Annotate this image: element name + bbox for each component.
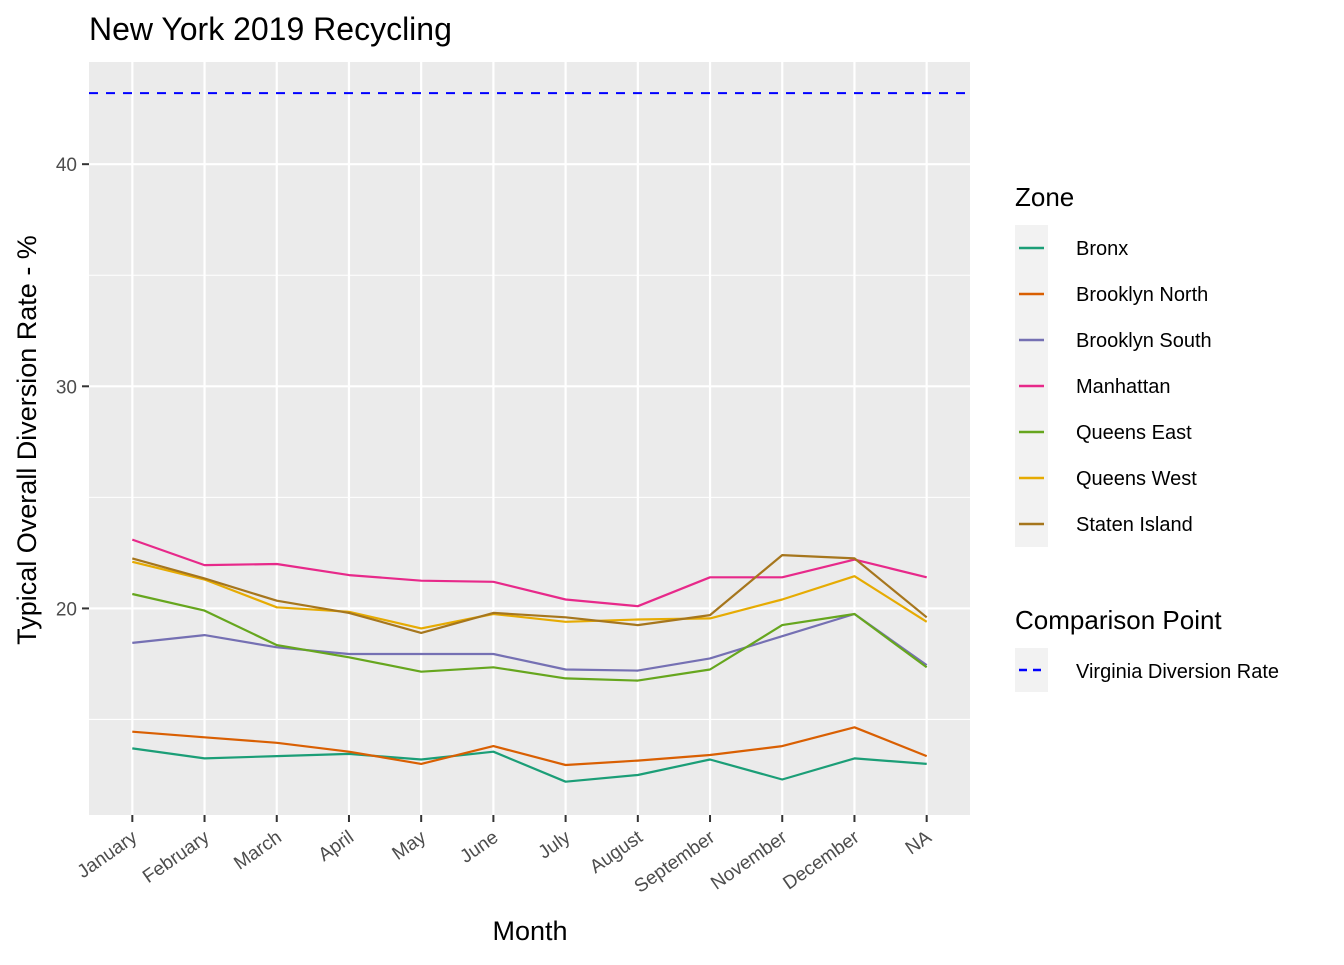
x-tick-label: July bbox=[535, 827, 575, 864]
y-tick-label: 20 bbox=[56, 599, 77, 620]
legend-title: Comparison Point bbox=[1015, 605, 1222, 635]
legend-label: Staten Island bbox=[1076, 514, 1193, 536]
x-tick-label: September bbox=[631, 827, 720, 898]
chart-title: New York 2019 Recycling bbox=[89, 11, 452, 47]
series-line-staten-island bbox=[132, 553, 928, 635]
plot-panel bbox=[89, 62, 970, 815]
series-line-brooklyn-north bbox=[132, 726, 928, 767]
legend-label: Queens East bbox=[1076, 422, 1192, 444]
x-tick-label: December bbox=[779, 827, 863, 895]
x-tick-label: May bbox=[389, 827, 431, 865]
x-tick-label: August bbox=[586, 826, 647, 878]
x-tick-label: March bbox=[230, 827, 285, 874]
legend-item: Staten Island bbox=[1019, 514, 1193, 536]
legend-label: Queens West bbox=[1076, 468, 1197, 490]
legend-label: Brooklyn South bbox=[1076, 330, 1212, 352]
legend-item: Brooklyn South bbox=[1019, 330, 1212, 352]
series-line-bronx bbox=[132, 747, 927, 783]
legend-label: Virginia Diversion Rate bbox=[1076, 661, 1279, 683]
legend-item: Queens West bbox=[1019, 468, 1197, 490]
series-line-manhattan bbox=[131, 538, 927, 608]
x-tick-label: April bbox=[315, 827, 358, 866]
series-line-queens-east bbox=[132, 592, 928, 682]
y-tick-label: 30 bbox=[56, 377, 77, 398]
legend-comparison: Comparison Point Virginia Diversion Rate bbox=[1015, 605, 1279, 692]
legend-label: Manhattan bbox=[1076, 376, 1171, 398]
legend-item: Bronx bbox=[1019, 238, 1128, 260]
x-tick-label: June bbox=[456, 827, 502, 868]
x-tick-label: January bbox=[74, 827, 142, 883]
x-axis-title: Month bbox=[492, 916, 567, 946]
x-tick-label: NA bbox=[902, 827, 936, 860]
legend-item: Queens East bbox=[1019, 422, 1192, 444]
x-tick-label: February bbox=[139, 827, 214, 888]
series-line-brooklyn-south bbox=[132, 612, 928, 672]
legend-item: Brooklyn North bbox=[1019, 284, 1208, 306]
legend-title: Zone bbox=[1015, 182, 1074, 212]
legend-zone: Zone Bronx Brooklyn North Brooklyn South Man… bbox=[1015, 182, 1212, 547]
legend-label: Brooklyn North bbox=[1076, 284, 1208, 306]
y-axis-title: Typical Overall Diversion Rate - % bbox=[12, 235, 42, 645]
legend-item: Manhattan bbox=[1019, 376, 1171, 398]
series-line-queens-west bbox=[132, 560, 928, 630]
panel-background bbox=[89, 62, 970, 815]
x-tick-label: November bbox=[707, 827, 791, 895]
y-tick-label: 40 bbox=[56, 155, 77, 176]
legend-label: Bronx bbox=[1076, 238, 1128, 260]
y-axis: 20 30 40 bbox=[56, 155, 89, 620]
